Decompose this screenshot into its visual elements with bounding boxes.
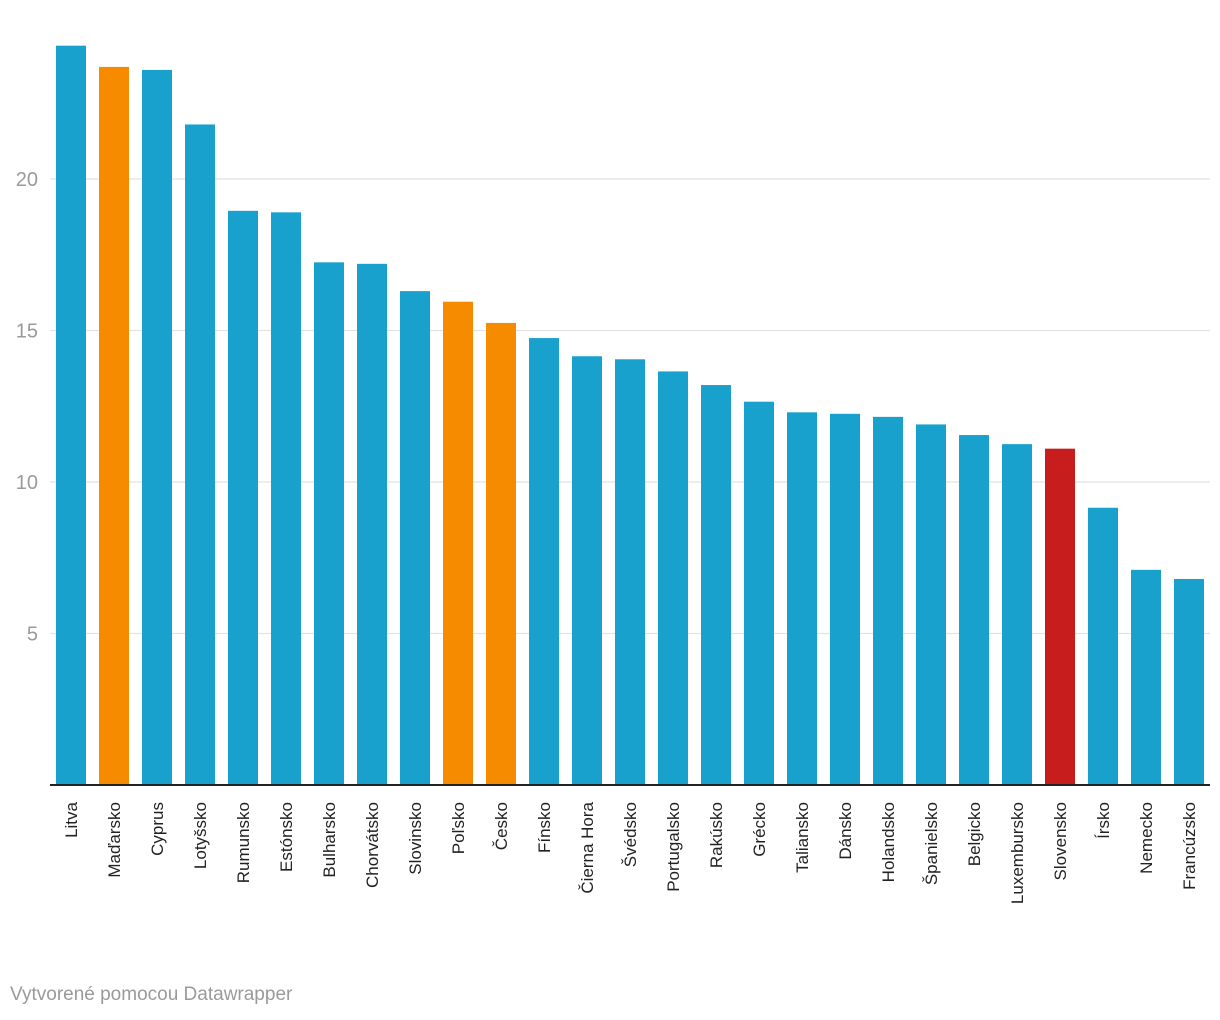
y-tick-label: 5	[27, 624, 38, 646]
y-axis-ticks: 5 10 15 20	[16, 169, 38, 646]
bars	[56, 45, 1204, 786]
x-tick-label: Švédsko	[621, 802, 640, 867]
bar	[1045, 448, 1075, 785]
bar	[787, 412, 817, 785]
x-tick-label: Poľsko	[449, 802, 468, 854]
bar	[443, 301, 473, 785]
bar	[357, 263, 387, 786]
bar	[658, 371, 688, 785]
bar	[271, 212, 301, 785]
bar	[1088, 507, 1118, 785]
x-tick-label: Chorvátsko	[363, 802, 382, 888]
x-tick-label: Portugalsko	[664, 802, 683, 892]
x-tick-label: Belgicko	[965, 802, 984, 866]
x-tick-label: Čierna Hora	[578, 801, 597, 893]
x-tick-label: Slovinsko	[406, 802, 425, 875]
y-tick-label: 15	[16, 321, 38, 343]
x-tick-label: Slovensko	[1051, 802, 1070, 880]
y-tick-label: 20	[16, 169, 38, 191]
bar	[916, 424, 946, 785]
x-tick-label: Fínsko	[535, 802, 554, 853]
bar	[56, 45, 86, 786]
x-tick-label: Írsko	[1094, 802, 1113, 839]
bar	[185, 124, 215, 785]
bar	[873, 416, 903, 785]
x-tick-label: Česko	[492, 802, 511, 850]
x-axis-ticks: Litva Maďarsko Cyprus Lotyšsko Rumunsko Estón…	[62, 801, 1199, 904]
x-tick-label: Lotyšsko	[191, 802, 210, 869]
bar	[615, 359, 645, 785]
x-tick-label: Holandsko	[879, 802, 898, 882]
bar	[701, 385, 731, 785]
bar	[314, 262, 344, 785]
bar	[486, 322, 516, 785]
bar	[142, 69, 172, 786]
x-tick-label: Estónsko	[277, 802, 296, 872]
bar	[400, 291, 430, 785]
y-tick-label: 10	[16, 472, 38, 494]
bar	[1174, 578, 1204, 785]
bar	[744, 401, 774, 785]
bar	[228, 210, 258, 785]
x-tick-label: Bulharsko	[320, 802, 339, 878]
x-tick-label: Litva	[62, 801, 81, 837]
bar	[1002, 444, 1032, 785]
x-tick-label: Nemecko	[1137, 802, 1156, 874]
bar	[959, 435, 989, 785]
x-tick-label: Cyprus	[148, 802, 167, 856]
bar	[572, 356, 602, 785]
x-tick-label: Rakúsko	[707, 802, 726, 868]
x-tick-label: Dánsko	[836, 802, 855, 860]
x-tick-label: Grécko	[750, 802, 769, 857]
x-tick-label: Taliansko	[793, 802, 812, 873]
bar	[1131, 569, 1161, 785]
bar	[99, 66, 129, 785]
x-tick-label: Luxembursko	[1008, 802, 1027, 904]
x-tick-label: Španielsko	[922, 802, 941, 885]
bar	[529, 338, 559, 785]
credit-text: Vytvorené pomocou Datawrapper	[10, 984, 293, 1005]
bar	[830, 413, 860, 785]
x-tick-label: Rumunsko	[234, 802, 253, 883]
x-tick-label: Francúzsko	[1180, 802, 1199, 890]
x-tick-label: Maďarsko	[105, 802, 124, 878]
